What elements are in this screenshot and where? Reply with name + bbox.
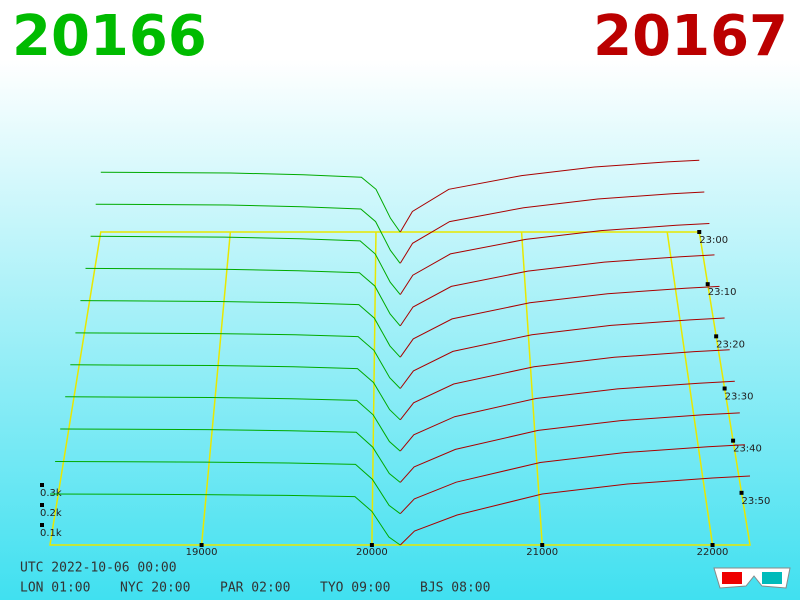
ask-depth-line [399,475,751,546]
t-tick-label: 23:00 [699,235,728,246]
t-tick-label: 23:30 [725,392,754,403]
t-tick-label: 23:50 [742,496,771,507]
t-tick-label: 23:40 [733,444,762,455]
z-tick-label: 0.3k [40,488,62,499]
grid-line [520,231,543,546]
ask-depth-line [399,380,735,452]
tick-marker [714,334,719,339]
city-time: PAR 02:00 [220,581,290,596]
x-tick-label: 21000 [526,547,558,558]
tick-marker [697,230,702,234]
bid-depth-line [95,203,401,264]
glasses-icon [713,567,791,589]
bid-depth-line [100,171,401,233]
ask-depth-line [399,191,705,264]
tick-marker [731,438,736,443]
tick-marker [199,543,204,547]
ask-depth-line [399,159,700,233]
city-time: NYC 20:00 [120,581,190,596]
grid-line [200,231,232,546]
bid-depth-line [65,396,401,452]
grid-line [666,231,714,546]
utc-time: UTC 2022-10-06 00:00 [20,561,177,576]
t-tick-label: 23:10 [708,287,737,298]
ask-depth-line [399,317,725,389]
bid-depth-line [60,428,401,483]
tick-marker [540,543,545,547]
city-time: BJS 08:00 [420,581,490,596]
t-tick-label: 23:20 [716,339,745,350]
x-tick-label: 20000 [356,547,388,558]
tick-marker [739,490,744,495]
bid-depth-line [55,461,401,515]
grid-line [371,231,377,546]
x-tick-label: 22000 [697,547,729,558]
ask-depth-line [399,349,730,421]
tick-marker [40,503,44,507]
city-time: TYO 09:00 [320,581,390,596]
ask-price: 20167 [593,4,788,69]
bid-price: 20166 [12,4,207,69]
ask-depth-line [399,412,740,483]
x-tick-label: 19000 [186,547,218,558]
city-time: LON 01:00 [20,581,90,596]
tick-marker [705,282,710,287]
tick-marker [40,483,44,487]
bid-depth-line [75,332,401,389]
bid-depth-line [70,364,401,421]
bid-depth-line [85,267,401,327]
bid-depth-line [49,493,401,546]
ask-depth-line [399,223,710,295]
ask-depth-line [399,254,715,327]
tick-marker [40,523,44,527]
z-tick-label: 0.1k [40,528,62,539]
ask-depth-line [399,444,745,515]
tick-marker [369,543,374,547]
tick-marker [710,543,715,547]
tick-marker [722,386,727,391]
z-tick-label: 0.2k [40,508,62,519]
bid-depth-line [80,300,401,358]
ask-depth-line [399,285,720,358]
bid-depth-line [90,235,401,295]
